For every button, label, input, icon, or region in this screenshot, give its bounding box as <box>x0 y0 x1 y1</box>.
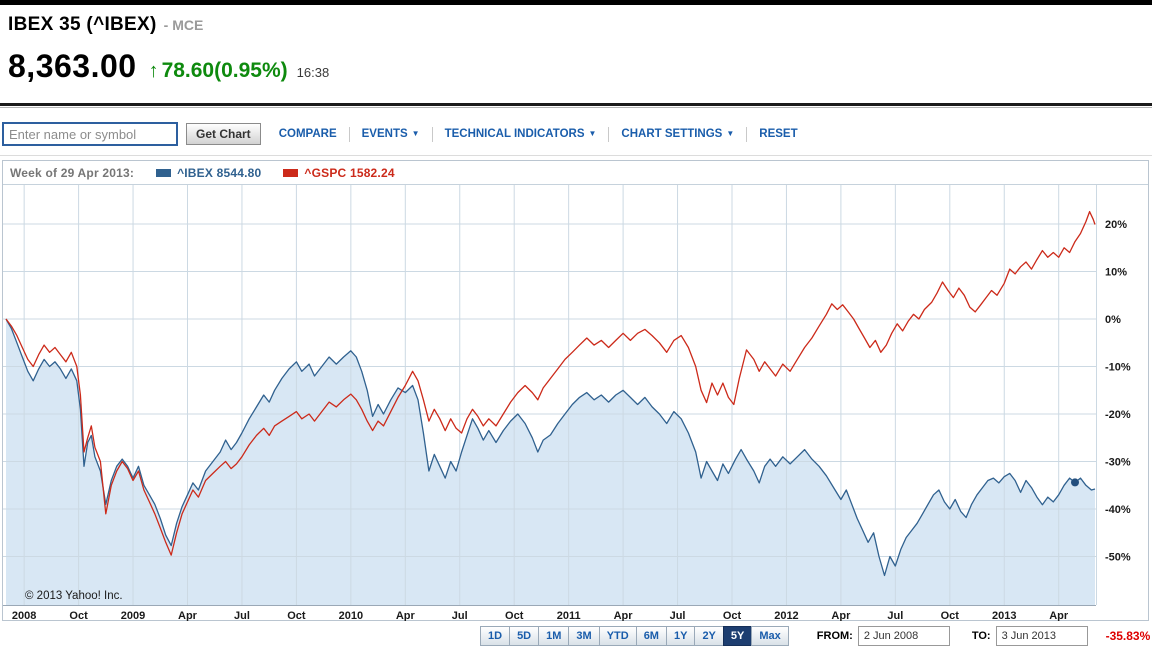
x-tick-label: Apr <box>614 610 634 621</box>
range-button-2y[interactable]: 2Y <box>694 626 724 646</box>
toolbar-link-chart-settings[interactable]: CHART SETTINGS ▼ <box>621 128 735 140</box>
comparison-line-chart[interactable]: © 2013 Yahoo! Inc. 20% 10% 0% -10% -20% -30% -4… <box>3 185 1148 621</box>
current-week-marker <box>1071 478 1079 487</box>
up-arrow-icon: ↑ <box>148 60 159 82</box>
gspc-line <box>5 210 1096 556</box>
gspc-legend-swatch <box>283 168 299 177</box>
chevron-down-icon: ▼ <box>588 129 597 138</box>
toolbar-divider <box>348 126 350 142</box>
toolbar-divider <box>746 126 748 142</box>
yahoo-watermark: © 2013 Yahoo! Inc. <box>25 590 123 602</box>
symbol-search-input[interactable] <box>2 122 178 146</box>
y-tick-label: -40% <box>1105 504 1131 516</box>
toolbar-divider <box>431 126 433 142</box>
range-button-max[interactable]: Max <box>751 626 789 646</box>
quote-price-row: 8,363.00 ↑ 78.60(0.95%) 16:38 <box>8 48 329 85</box>
x-tick-label: Apr <box>396 610 416 621</box>
last-price: 8,363.00 <box>8 48 137 84</box>
range-button-5d[interactable]: 5D <box>509 626 540 646</box>
to-label: TO: <box>971 630 991 642</box>
toolbar-links: COMPARE EVENTS ▼ TECHNICAL INDICATORS ▼ CHART… <box>267 126 810 142</box>
x-tick-label: 2008 <box>12 610 36 621</box>
quote-time: 16:38 <box>296 65 330 80</box>
to-date-input[interactable] <box>995 626 1088 646</box>
y-tick-label: -20% <box>1105 409 1131 421</box>
y-tick-label: -10% <box>1105 362 1131 374</box>
chart-toolbar: Get Chart COMPARE EVENTS▼ TECHNICAL INDICA… <box>2 119 810 149</box>
x-tick-label: Apr <box>178 610 198 621</box>
x-tick-label: Jul <box>234 610 250 621</box>
range-button-1m[interactable]: 1M <box>538 626 570 646</box>
x-tick-label: Jul <box>670 610 686 621</box>
from-label: FROM: <box>816 630 853 642</box>
toolbar-link-events[interactable]: EVENTS ▼ <box>361 128 420 140</box>
ibex-legend-swatch <box>156 168 172 177</box>
chart-widget: Week of 29 Apr 2013: ^IBEX 8544.80 ^GSPC… <box>2 160 1149 621</box>
toolbar-divider <box>608 126 610 142</box>
toolbar-link-reset[interactable]: RESET <box>759 128 798 140</box>
x-tick-label: Oct <box>941 610 960 621</box>
get-chart-button[interactable]: Get Chart <box>186 123 261 145</box>
toolbar-link-compare[interactable]: COMPARE <box>278 128 337 140</box>
symbol-title: IBEX 35 (^IBEX) <box>8 14 157 35</box>
range-button-3m[interactable]: 3M <box>568 626 600 646</box>
hover-week-label: Week of 29 Apr 2013: <box>10 165 135 180</box>
chevron-down-icon: ▼ <box>411 129 420 138</box>
x-tick-label: Jul <box>452 610 468 621</box>
range-button-1y[interactable]: 1Y <box>665 626 696 646</box>
price-change: 78.60(0.95%) <box>161 59 288 82</box>
x-tick-label: Jul <box>887 610 903 621</box>
y-tick-label: 0% <box>1105 314 1121 326</box>
range-button-ytd[interactable]: YTD <box>598 626 637 646</box>
toolbar-separator <box>0 155 1152 156</box>
gspc-legend-label: ^GSPC 1582.24 <box>304 165 395 180</box>
range-button-5y[interactable]: 5Y <box>722 626 753 646</box>
range-button-6m[interactable]: 6M <box>635 626 667 646</box>
from-date-input[interactable] <box>857 626 950 646</box>
y-tick-label: -30% <box>1105 457 1131 469</box>
toolbar-link-technical-indicators[interactable]: TECHNICAL INDICATORS ▼ <box>444 128 597 140</box>
x-tick-label: 2012 <box>774 610 798 621</box>
x-tick-label: 2011 <box>557 610 581 621</box>
x-tick-label: 2009 <box>121 610 145 621</box>
x-tick-label: Oct <box>505 610 524 621</box>
x-tick-label: Apr <box>1049 610 1069 621</box>
ibex-legend-label: ^IBEX 8544.80 <box>177 165 262 180</box>
header-divider-light <box>0 107 1152 108</box>
exchange-label: - MCE <box>163 17 204 33</box>
quote-title-row: IBEX 35 (^IBEX) - MCE <box>8 14 203 36</box>
range-button-1d[interactable]: 1D <box>480 626 511 646</box>
ibex-line <box>5 318 1096 577</box>
x-tick-label: Apr <box>831 610 851 621</box>
chart-legend: Week of 29 Apr 2013: ^IBEX 8544.80 ^GSPC… <box>3 161 1148 185</box>
x-tick-label: Oct <box>287 610 306 621</box>
y-tick-label: 20% <box>1105 219 1127 231</box>
top-black-bar <box>0 0 1152 5</box>
period-change-badge: -35.83% <box>1105 629 1151 643</box>
chevron-down-icon: ▼ <box>726 129 735 138</box>
x-tick-label: 2013 <box>992 610 1016 621</box>
y-tick-label: -50% <box>1105 552 1131 564</box>
header-divider <box>0 103 1152 106</box>
x-tick-label: Oct <box>69 610 88 621</box>
y-tick-label: 10% <box>1105 267 1127 279</box>
x-tick-label: 2010 <box>339 610 363 621</box>
range-button-group: 1D 5D 1M 3M YTD 6M 1Y 2Y 5Y Max <box>480 626 789 646</box>
x-tick-label: Oct <box>723 610 742 621</box>
